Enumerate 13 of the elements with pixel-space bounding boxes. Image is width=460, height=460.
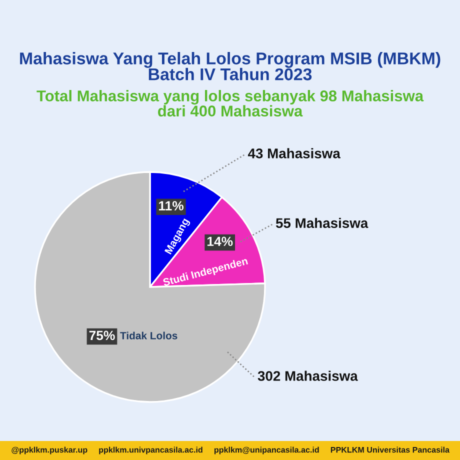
slice-label: Tidak Lolos [120,332,178,340]
text: ppklkm.univpancasila.ac.id [99,446,202,454]
text: ppklkm@unipancasila.ac.id [214,446,319,454]
text: 11% [159,201,184,210]
text: @ppklkm.puskar.up [12,446,88,454]
text: 75% [89,330,115,340]
chart-title: Mahasiswa Yang Telah Lolos Program MSIB (MBKM) Batch IV Tahun 2023 [20,52,440,80]
data-label: 302 Mahasiswa [258,370,358,381]
data-label: 43 Mahasiswa [248,148,340,158]
chart-subtitle: Total Mahasiswa yang lolos sebanyak 98 Mahasiswa dari 400 Mahasiswa [36,90,424,117]
text: PPKLKM Universitas Pancasila [330,446,450,453]
data-label: 55 Mahasiswa [276,218,368,228]
text: 14% [207,236,233,246]
